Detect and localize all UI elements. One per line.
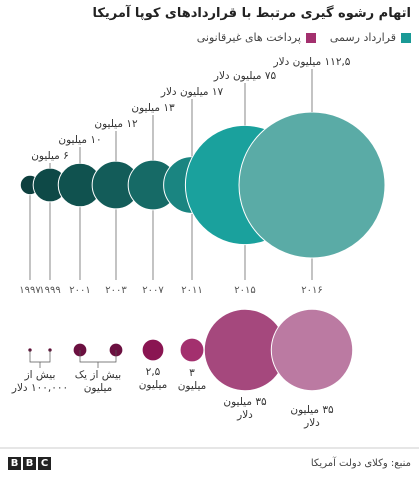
legend: قرارداد رسمی پرداخت های غیرقانونی bbox=[197, 31, 411, 44]
data-label: ۲,۵ میلیون bbox=[138, 365, 168, 391]
x-tick-label: ۲۰۰۱ bbox=[69, 285, 91, 296]
legend-item: پرداخت های غیرقانونی bbox=[197, 31, 316, 44]
data-label: ۷۵ میلیون دلار bbox=[213, 70, 277, 82]
logo-block: C bbox=[38, 457, 51, 470]
legend-swatch bbox=[305, 32, 316, 43]
data-label: ۱۱۲,۵ میلیون دلار bbox=[273, 56, 351, 68]
legend-swatch bbox=[401, 32, 411, 43]
data-label: ۳ میلیون bbox=[177, 366, 207, 392]
data-label: ۱۷ میلیون دلار bbox=[160, 86, 224, 98]
x-tick-label: ۱۹۹۹ bbox=[39, 285, 61, 296]
logo: BBCBBC bbox=[8, 457, 53, 470]
x-tick-label: ۲۰۱۱ bbox=[181, 285, 203, 296]
data-label: ۳۵ میلیون دلار bbox=[223, 395, 267, 421]
x-tick-label: ۲۰۰۳ bbox=[105, 285, 127, 296]
data-label: بیش از ۱۰۰,۰۰۰ دلار bbox=[11, 369, 69, 394]
x-tick-label: ۲۰۱۶ bbox=[301, 285, 323, 296]
source: منبع: وکلای دولت آمریکا bbox=[310, 458, 411, 469]
x-tick-label: ۲۰۰۷ bbox=[142, 285, 164, 296]
x-tick-label: ۲۰۱۵ bbox=[234, 285, 256, 296]
logo-block: B bbox=[8, 457, 21, 470]
x-tick-label: ۱۹۹۷ bbox=[19, 285, 41, 296]
logo-block: B bbox=[23, 457, 36, 470]
data-label: ۱۲ میلیون bbox=[94, 118, 138, 130]
legend-item: قرارداد رسمی bbox=[330, 31, 411, 44]
bubble bbox=[179, 337, 205, 363]
data-label: ۱۳ میلیون bbox=[131, 102, 175, 114]
legend-label: پرداخت های غیرقانونی bbox=[196, 31, 301, 44]
legend-label: قرارداد رسمی bbox=[329, 31, 396, 44]
bubble bbox=[141, 338, 165, 362]
data-label: ۳۵ میلیون دلار bbox=[290, 403, 334, 429]
data-label: بیش از یک میلیون bbox=[74, 369, 122, 394]
bubble bbox=[238, 111, 386, 259]
group-bracket bbox=[79, 350, 117, 368]
data-label: ۶ میلیون bbox=[31, 150, 69, 162]
chart-title: اتهام رشوه گیری مرتبط با قراردادهای کوپا… bbox=[92, 6, 411, 21]
group-bracket bbox=[29, 350, 51, 368]
bubble bbox=[270, 308, 354, 392]
data-label: ۱۰ میلیون bbox=[58, 134, 102, 146]
